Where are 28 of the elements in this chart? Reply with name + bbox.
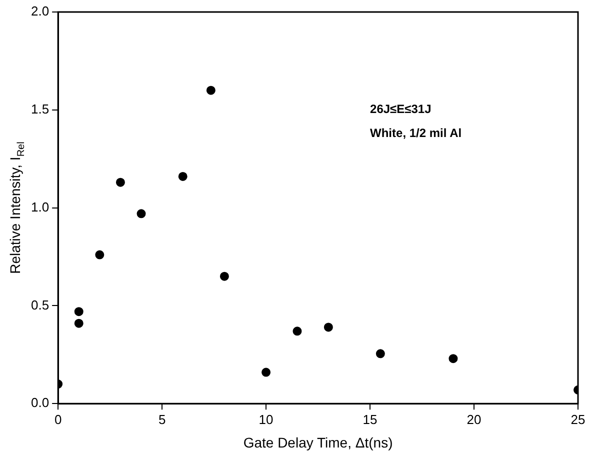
y-axis-title: Relative Intensity, IRel — [6, 142, 27, 274]
y-tick-label: 0.0 — [30, 395, 50, 410]
point — [95, 250, 104, 260]
x-tick-label: 5 — [158, 412, 166, 427]
point — [448, 354, 458, 364]
point — [324, 322, 333, 332]
point — [116, 178, 125, 187]
x-tick-label: 0 — [54, 412, 62, 427]
point — [74, 318, 84, 328]
point — [376, 349, 385, 358]
annotation: White, 1/2 mil Al — [370, 126, 462, 140]
x-tick-label: 20 — [466, 412, 482, 427]
y-tick-label: 1.0 — [30, 199, 50, 214]
x-axis-title: Gate Delay Time, Δt(ns) — [243, 434, 393, 450]
point — [178, 172, 188, 181]
point — [206, 86, 216, 95]
x-tick-label: 15 — [362, 412, 378, 427]
point — [292, 326, 302, 336]
point — [74, 307, 84, 316]
point — [136, 209, 146, 218]
y-tick-label: 2.0 — [30, 4, 50, 19]
y-tick-label: 0.5 — [30, 297, 50, 312]
annotation: 26J≤E≤31J — [370, 102, 432, 116]
point — [220, 272, 229, 281]
x-tick-label: 25 — [570, 412, 586, 427]
point — [262, 368, 271, 377]
x-tick-label: 10 — [258, 412, 274, 427]
y-tick-label: 1.5 — [30, 101, 50, 116]
